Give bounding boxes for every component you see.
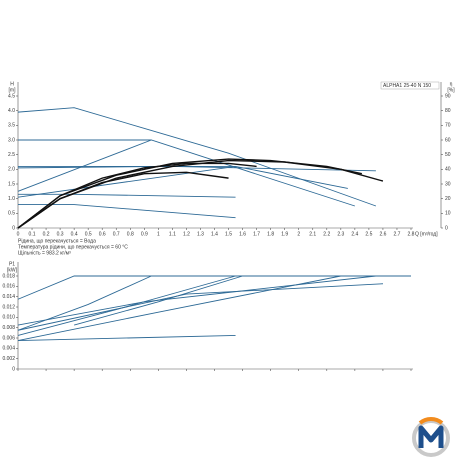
x-tick-label: 2.2 [323,231,330,237]
y-tick-label: 0 [12,366,15,372]
x-tick-label: 1.5 [225,231,232,237]
x-tick-label: 0.9 [141,231,148,237]
y-tick-label: 0.5 [8,211,15,217]
y-axis-unit: [m] [9,87,17,93]
y2-tick-label: 30 [445,181,451,187]
curve [17,275,411,300]
y-axis-unit: [kW] [7,267,18,273]
y2-tick-label: 10 [445,211,451,217]
x-tick-label: 0.4 [71,231,78,237]
y-axis-label: H [10,81,14,87]
x-tick-label: 2.8 [408,231,415,237]
title-box [380,81,440,90]
curve [74,275,243,326]
logo-m [418,425,444,448]
note: Температура рідини, що перекачується = 6… [18,244,128,250]
curve [17,283,383,331]
y-tick-label: 1.5 [8,181,15,187]
y-tick-label: 3.0 [8,137,15,143]
y2-tick-label: 40 [445,167,451,173]
x-tick-label: 0.1 [29,231,36,237]
y-tick-label: 0.006 [2,335,15,341]
y2-tick-label: 0 [445,225,448,231]
efficiency-curve [17,162,257,229]
logo-arc [418,417,444,425]
chart-title: ALPHA1 25-40 N 150 [383,83,431,89]
y2-tick-label: 90 [445,93,451,99]
x-tick-label: 0.5 [85,231,92,237]
y-tick-label: 0.014 [2,294,15,300]
x-tick-label: 1.7 [253,231,260,237]
y-tick-label: 1.0 [8,196,15,202]
logo [412,417,450,457]
x-tick-label: 2.7 [393,231,400,237]
x-tick-label: 2.3 [337,231,344,237]
y2-tick-label: 20 [445,196,451,202]
x-tick-label: 2 [297,231,300,237]
efficiency-curve [17,171,229,229]
curve [17,334,236,342]
x-axis-label: Q [m³/год] [415,231,438,237]
y2-axis-unit: [%] [447,87,455,93]
x-tick-label: 1.9 [281,231,288,237]
x-tick-label: 2.5 [365,231,372,237]
x-tick-label: 2.1 [309,231,316,237]
curve [17,139,152,192]
y-tick-label: 0.008 [2,325,15,331]
y-tick-label: 0.018 [2,273,15,279]
y2-tick-label: 80 [445,108,451,114]
x-tick-label: 0.3 [57,231,64,237]
x-tick-label: 1.4 [211,231,218,237]
y-tick-label: 4.5 [8,93,15,99]
note: Щільність = 983.2 кг/м³ [18,250,71,256]
x-tick-label: 0.7 [113,231,120,237]
y-tick-label: 0.016 [2,284,15,290]
y-tick-label: 2.0 [8,167,15,173]
x-tick-label: 1.3 [197,231,204,237]
x-tick-label: 0.8 [127,231,134,237]
x-tick-label: 2.6 [379,231,386,237]
x-tick-label: 0.2 [43,231,50,237]
curve [18,204,236,219]
y-tick-label: 0.004 [2,346,15,352]
y-tick-label: 0 [12,225,15,231]
x-tick-label: 1.1 [169,231,176,237]
y2-axis-label: η [450,81,453,87]
x-tick-label: 0.6 [99,231,106,237]
y2-tick-label: 60 [445,137,451,143]
x-tick-label: 2.4 [351,231,358,237]
y-axis-label: P1 [9,261,15,267]
y2-tick-label: 50 [445,152,451,158]
curve [17,275,341,342]
x-tick-label: 0 [17,231,20,237]
curve [17,165,236,198]
y-tick-label: 0.002 [2,356,15,362]
x-tick-label: 1 [157,231,160,237]
y-tick-label: 2.5 [8,152,15,158]
x-tick-label: 1.6 [239,231,246,237]
note: Рідина, що перекачується = Вода [18,238,96,244]
curve [17,275,152,331]
y-tick-label: 0.012 [2,304,15,310]
y-tick-label: 3.5 [8,123,15,129]
y2-tick-label: 70 [445,123,451,129]
x-tick-label: 1.2 [183,231,190,237]
y-tick-label: 4.0 [8,108,15,114]
y-tick-label: 0.010 [2,315,15,321]
x-tick-label: 1.8 [267,231,274,237]
logo-ring [412,419,450,457]
